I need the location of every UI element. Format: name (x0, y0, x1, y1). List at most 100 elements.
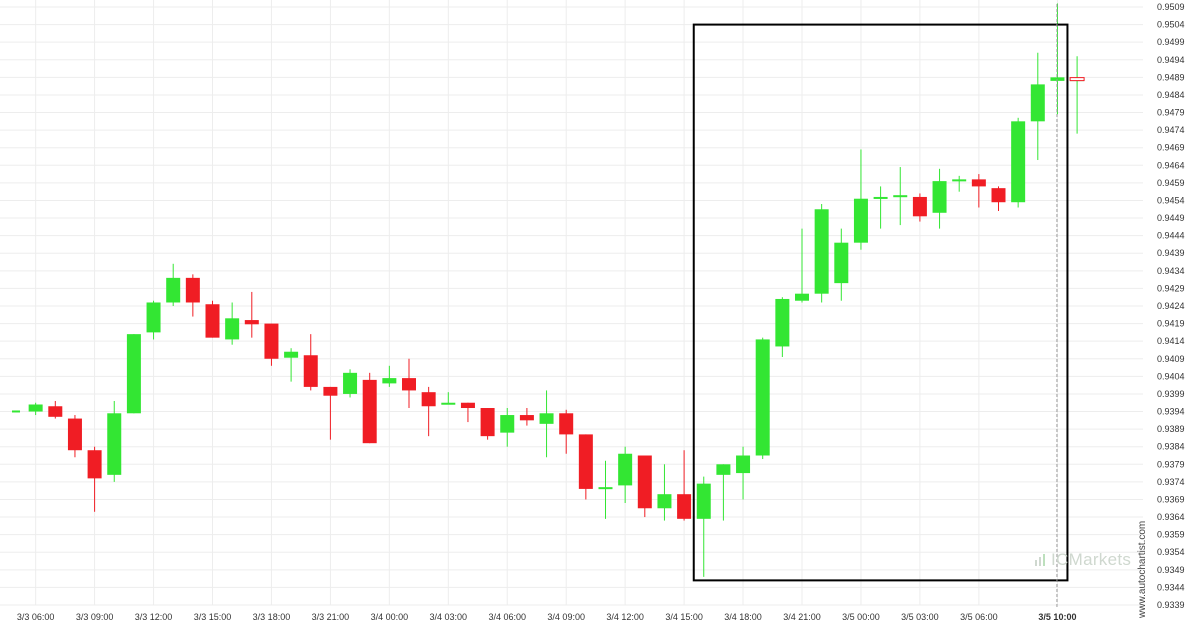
candle-body (402, 378, 416, 391)
y-tick-label: 0.9459 (1157, 178, 1185, 188)
y-tick-label: 0.9474 (1157, 125, 1185, 135)
candle-body (775, 298, 790, 347)
candle-body (126, 334, 141, 414)
y-tick-label: 0.9389 (1157, 424, 1185, 434)
candle-body (205, 304, 220, 338)
x-tick-label: 3/4 15:00 (665, 612, 703, 622)
candle-body (637, 455, 652, 509)
candle-body (441, 402, 456, 405)
x-tick-label: 3/5 03:00 (901, 612, 939, 622)
y-tick-label: 0.9369 (1157, 494, 1185, 504)
y-tick-label: 0.9499 (1157, 37, 1185, 47)
candle-body (303, 355, 318, 387)
candle-body (814, 209, 829, 294)
ic-logo-icon (1034, 551, 1048, 566)
y-tick-label: 0.9429 (1157, 283, 1185, 293)
candle-body (421, 392, 436, 407)
candle-body (48, 406, 63, 417)
candle-body (1011, 121, 1026, 203)
candle-body (932, 181, 947, 213)
candle-body (873, 196, 888, 199)
candle-body (480, 408, 495, 437)
x-tick-label: 3/4 21:00 (783, 612, 821, 622)
candle-body (323, 386, 338, 396)
x-tick-label: 3/4 06:00 (488, 612, 526, 622)
candle-body (28, 404, 43, 412)
candle-body (893, 195, 908, 198)
brand-text: Markets (1068, 550, 1132, 569)
candle-body (284, 351, 299, 358)
x-tick-label: 3/4 03:00 (430, 612, 468, 622)
candle-body (362, 379, 377, 444)
candle-body (539, 413, 554, 424)
x-tick-label: 3/3 09:00 (76, 612, 114, 622)
y-tick-label: 0.9469 (1157, 143, 1185, 153)
candle-body (146, 302, 161, 333)
candle-body (343, 372, 358, 394)
y-tick-label: 0.9434 (1157, 266, 1185, 276)
y-tick-label: 0.9454 (1157, 195, 1185, 205)
candle-body (598, 487, 613, 490)
y-tick-label: 0.9409 (1157, 354, 1185, 364)
candle-body (853, 198, 868, 243)
x-axis: 3/3 06:00 3/3 09:00 3/3 12:00 3/3 15:00 3/3 … (17, 612, 1077, 622)
y-tick-label: 0.9509 (1157, 2, 1185, 12)
y-tick-label: 0.9504 (1157, 20, 1185, 30)
y-axis: 0.9509 0.9504 0.9499 0.9494 0.9489 0.9484 0.94… (1157, 2, 1185, 610)
y-tick-label: 0.9364 (1157, 512, 1185, 522)
y-tick-label: 0.9344 (1157, 582, 1185, 592)
y-tick-label: 0.9399 (1157, 389, 1185, 399)
candle-body (382, 378, 397, 384)
watermark: www.autochartist.com (1137, 520, 1148, 618)
pattern-highlight-box (692, 23, 1069, 582)
y-tick-label: 0.9444 (1157, 231, 1185, 241)
x-tick-label: 3/5 10:00 (1038, 612, 1076, 622)
candle-body (618, 453, 633, 486)
candle-body (107, 413, 122, 475)
candles (12, 3, 1085, 577)
candle-body (166, 277, 181, 303)
x-tick-label: 3/3 21:00 (312, 612, 350, 622)
y-tick-label: 0.9419 (1157, 319, 1185, 329)
candle-body (87, 450, 102, 479)
y-tick-label: 0.9354 (1157, 547, 1185, 557)
candle-body (716, 464, 731, 475)
y-tick-label: 0.9374 (1157, 477, 1185, 487)
x-tick-label: 3/4 18:00 (724, 612, 762, 622)
candle-body (736, 455, 751, 474)
y-tick-label: 0.9404 (1157, 371, 1185, 381)
candle-body (677, 494, 692, 519)
y-tick-label: 0.9394 (1157, 407, 1185, 417)
last-price-marker (1069, 77, 1085, 82)
y-tick-label: 0.9424 (1157, 301, 1185, 311)
candle-body (244, 320, 259, 325)
x-tick-label: 3/5 00:00 (842, 612, 880, 622)
y-tick-label: 0.9494 (1157, 55, 1185, 65)
y-tick-label: 0.9484 (1157, 90, 1185, 100)
x-tick-label: 3/4 09:00 (547, 612, 585, 622)
y-tick-label: 0.9414 (1157, 336, 1185, 346)
x-tick-label: 3/3 15:00 (194, 612, 232, 622)
y-tick-label: 0.9449 (1157, 213, 1185, 223)
candle-body (578, 434, 593, 489)
candle-body (264, 323, 279, 359)
candle-body (971, 179, 986, 187)
y-tick-label: 0.9339 (1157, 600, 1185, 610)
candle-body (67, 418, 82, 451)
x-tick-label: 3/4 12:00 (606, 612, 644, 622)
y-tick-label: 0.9464 (1157, 160, 1185, 170)
ic-markets-logo: ICMarkets (1034, 550, 1131, 570)
y-tick-label: 0.9384 (1157, 442, 1185, 452)
candle-body (755, 339, 770, 456)
candle-body (657, 494, 672, 509)
x-tick-label: 3/4 00:00 (371, 612, 409, 622)
y-tick-label: 0.9439 (1157, 248, 1185, 258)
candle-body (185, 277, 200, 303)
candle-body (559, 413, 574, 435)
chart-overlay (692, 4, 1085, 608)
candle-body (696, 483, 711, 519)
y-tick-label: 0.9349 (1157, 565, 1185, 575)
candle-body (460, 402, 475, 409)
candle-body (952, 179, 967, 182)
